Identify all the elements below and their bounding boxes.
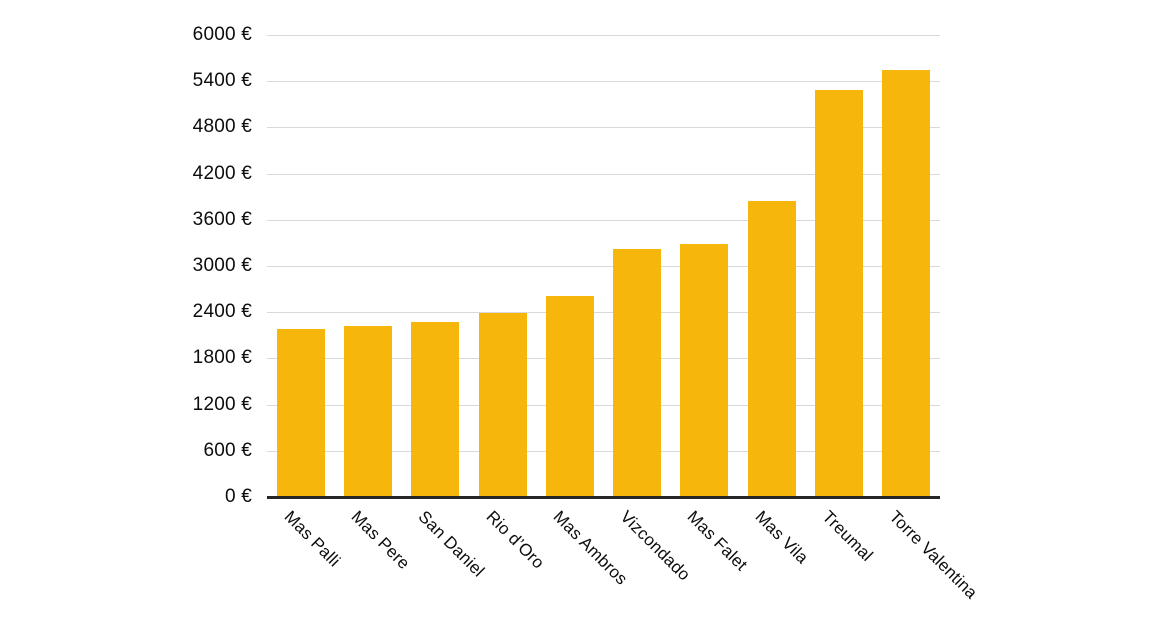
bar-mas-falet bbox=[680, 244, 729, 497]
gridline bbox=[267, 127, 940, 129]
x-axis-category-label: Mas Vila bbox=[751, 507, 812, 568]
bar-vizcondado bbox=[613, 248, 662, 497]
gridline bbox=[267, 404, 940, 406]
plot-area bbox=[267, 35, 940, 499]
x-axis-category-label: Treumal bbox=[818, 507, 877, 566]
y-axis: 0 € 600 € 1200 € 1800 € 2400 € 3000 € 3600 € 42… bbox=[0, 0, 252, 620]
y-axis-tick-label: 6000 € bbox=[192, 24, 252, 45]
y-axis-tick-label: 3600 € bbox=[192, 208, 252, 230]
gridline bbox=[267, 312, 940, 314]
gridline bbox=[267, 35, 940, 36]
bar-mas-vila bbox=[747, 201, 796, 497]
x-axis-category-label: Mas Falet bbox=[684, 507, 752, 575]
y-axis-tick-label: 3000 € bbox=[192, 255, 252, 276]
bar-rio-d-oro bbox=[478, 312, 527, 497]
bar-torre-valentina bbox=[882, 69, 931, 497]
bar-mas-ambros bbox=[545, 295, 594, 497]
x-axis-category-label: Vizcondado bbox=[616, 507, 695, 585]
gridline bbox=[267, 358, 940, 360]
gridline bbox=[267, 266, 940, 267]
x-axis-category-label: Mas Ambros bbox=[549, 507, 632, 589]
x-axis-category-label: Mas Pere bbox=[347, 507, 414, 574]
y-axis-tick-label: 5400 € bbox=[192, 70, 252, 92]
bar-treumal bbox=[815, 90, 864, 497]
x-axis-line bbox=[267, 496, 940, 499]
x-axis-category-label: Rio d’Oro bbox=[482, 507, 548, 573]
y-axis-tick-label: 0 € bbox=[224, 486, 252, 507]
x-axis-category-label: San Daniel bbox=[414, 507, 489, 581]
gridline bbox=[267, 81, 940, 83]
bar-mas-pere bbox=[343, 325, 392, 497]
bar-san-daniel bbox=[411, 322, 460, 497]
y-axis-tick-label: 1200 € bbox=[192, 393, 252, 415]
gridline bbox=[267, 173, 940, 175]
x-axis-category-label: Mas Palli bbox=[280, 507, 344, 571]
y-axis-tick-label: 2400 € bbox=[192, 301, 252, 323]
x-axis-category-label: Torre Valentina bbox=[885, 507, 982, 603]
y-axis-tick-label: 600 € bbox=[203, 439, 252, 461]
y-axis-tick-label: 1800 € bbox=[192, 347, 252, 369]
y-axis-tick-label: 4800 € bbox=[192, 116, 252, 138]
y-axis-tick-label: 4200 € bbox=[192, 162, 252, 184]
gridline bbox=[267, 450, 940, 452]
bar-mas-palli bbox=[276, 329, 325, 497]
gridline bbox=[267, 219, 940, 221]
